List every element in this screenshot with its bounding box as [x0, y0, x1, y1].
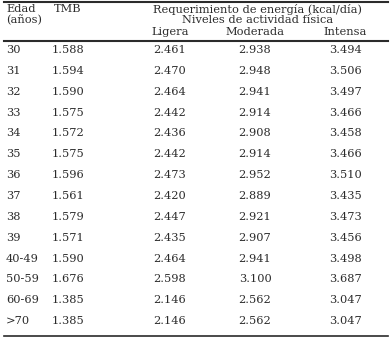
Text: >70: >70: [6, 316, 30, 326]
Text: 3.498: 3.498: [329, 254, 362, 264]
Text: 1.561: 1.561: [51, 191, 84, 201]
Text: 3.047: 3.047: [329, 316, 362, 326]
Text: 2.442: 2.442: [154, 107, 186, 118]
Text: 2.952: 2.952: [239, 170, 271, 180]
Text: 50-59: 50-59: [6, 274, 39, 285]
Text: 3.100: 3.100: [239, 274, 271, 285]
Text: 2.938: 2.938: [239, 45, 271, 55]
Text: 2.562: 2.562: [239, 295, 271, 305]
Text: 1.575: 1.575: [51, 149, 84, 159]
Text: 1.571: 1.571: [51, 233, 84, 243]
Text: 33: 33: [6, 107, 21, 118]
Text: 3.506: 3.506: [329, 66, 362, 76]
Text: 2.907: 2.907: [239, 233, 271, 243]
Text: 36: 36: [6, 170, 21, 180]
Text: 2.464: 2.464: [154, 254, 186, 264]
Text: 39: 39: [6, 233, 21, 243]
Text: 2.889: 2.889: [239, 191, 271, 201]
Text: 3.458: 3.458: [329, 128, 362, 139]
Text: 2.447: 2.447: [154, 212, 186, 222]
Text: 1.590: 1.590: [51, 87, 84, 97]
Text: Intensa: Intensa: [323, 27, 367, 37]
Text: 3.456: 3.456: [329, 233, 362, 243]
Text: 2.921: 2.921: [239, 212, 271, 222]
Text: TMB: TMB: [54, 4, 82, 14]
Text: 2.146: 2.146: [154, 316, 186, 326]
Text: 34: 34: [6, 128, 21, 139]
Text: 2.562: 2.562: [239, 316, 271, 326]
Text: Ligera: Ligera: [151, 27, 189, 37]
Text: 1.575: 1.575: [51, 107, 84, 118]
Text: 2.914: 2.914: [239, 107, 271, 118]
Text: 3.494: 3.494: [329, 45, 362, 55]
Text: 2.941: 2.941: [239, 254, 271, 264]
Text: 60-69: 60-69: [6, 295, 39, 305]
Text: 2.470: 2.470: [154, 66, 186, 76]
Text: 1.676: 1.676: [51, 274, 84, 285]
Text: 2.461: 2.461: [154, 45, 186, 55]
Text: 32: 32: [6, 87, 21, 97]
Text: 2.473: 2.473: [154, 170, 186, 180]
Text: 3.473: 3.473: [329, 212, 362, 222]
Text: 1.385: 1.385: [51, 316, 84, 326]
Text: 2.948: 2.948: [239, 66, 271, 76]
Text: 37: 37: [6, 191, 21, 201]
Text: 2.420: 2.420: [154, 191, 186, 201]
Text: 3.687: 3.687: [329, 274, 362, 285]
Text: 3.510: 3.510: [329, 170, 362, 180]
Text: 3.466: 3.466: [329, 107, 362, 118]
Text: 40-49: 40-49: [6, 254, 39, 264]
Text: 2.436: 2.436: [154, 128, 186, 139]
Text: 1.596: 1.596: [51, 170, 84, 180]
Text: 3.435: 3.435: [329, 191, 362, 201]
Text: 3.466: 3.466: [329, 149, 362, 159]
Text: 1.590: 1.590: [51, 254, 84, 264]
Text: 2.464: 2.464: [154, 87, 186, 97]
Text: 3.047: 3.047: [329, 295, 362, 305]
Text: 35: 35: [6, 149, 21, 159]
Text: Moderada: Moderada: [225, 27, 284, 37]
Text: 2.598: 2.598: [154, 274, 186, 285]
Text: 30: 30: [6, 45, 21, 55]
Text: (años): (años): [6, 15, 42, 26]
Text: Edad: Edad: [6, 4, 35, 14]
Text: Niveles de actividad física: Niveles de actividad física: [182, 15, 333, 25]
Text: 1.385: 1.385: [51, 295, 84, 305]
Text: 3.497: 3.497: [329, 87, 362, 97]
Text: 2.435: 2.435: [154, 233, 186, 243]
Text: 38: 38: [6, 212, 21, 222]
Text: 2.908: 2.908: [239, 128, 271, 139]
Text: 1.572: 1.572: [51, 128, 84, 139]
Text: 1.588: 1.588: [51, 45, 84, 55]
Text: 2.941: 2.941: [239, 87, 271, 97]
Text: 2.914: 2.914: [239, 149, 271, 159]
Text: Requerimiento de energía (kcal/día): Requerimiento de energía (kcal/día): [153, 4, 362, 15]
Text: 2.442: 2.442: [154, 149, 186, 159]
Text: 31: 31: [6, 66, 21, 76]
Text: 1.594: 1.594: [51, 66, 84, 76]
Text: 2.146: 2.146: [154, 295, 186, 305]
Text: 1.579: 1.579: [51, 212, 84, 222]
